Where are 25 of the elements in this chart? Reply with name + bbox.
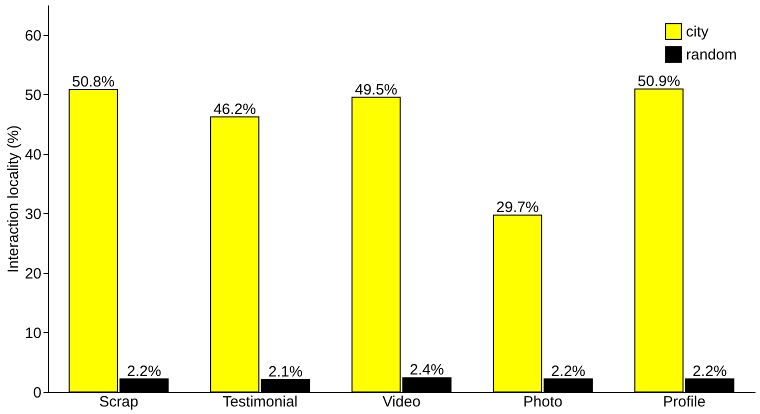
y-tick-label: 30 (24, 206, 42, 223)
data-label: 2.2% (551, 362, 586, 380)
data-label: 2.2% (126, 362, 162, 380)
data-label: 46.2% (213, 100, 256, 118)
data-label: 49.5% (354, 81, 398, 98)
x-tick-label: Photo (523, 394, 562, 410)
y-tick-label: 0 (33, 384, 42, 402)
x-tick-label: Testimonial (222, 394, 298, 410)
y-tick-label: 60 (24, 27, 42, 44)
data-label: 2.2% (692, 362, 727, 380)
y-tick-label: 40 (24, 146, 42, 164)
y-tick-label: 10 (24, 324, 42, 342)
y-tick-label: 50 (24, 86, 42, 104)
legend-label: city (686, 24, 709, 40)
x-tick-label: Profile (663, 394, 706, 410)
legend-label: random (686, 46, 737, 64)
data-label: 50.9% (638, 72, 680, 90)
x-tick-label: Video (382, 394, 421, 410)
data-label: 29.7% (496, 199, 539, 216)
data-label: 2.4% (410, 362, 444, 379)
x-tick-label: Scrap (99, 394, 138, 410)
data-label: 50.8% (72, 74, 115, 91)
y-tick-label: 20 (24, 265, 42, 282)
data-label: 2.1% (268, 363, 303, 380)
y-axis-title: Interaction locality (%) (4, 125, 22, 273)
